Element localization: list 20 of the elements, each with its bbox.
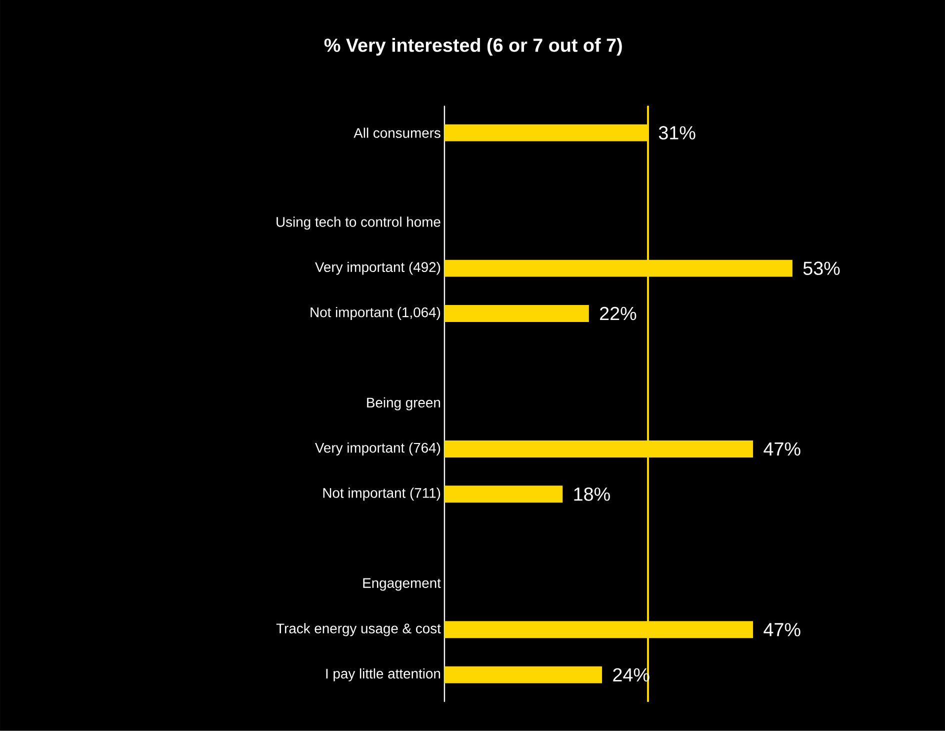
y-tick-label: Not important (1,064) <box>310 307 440 320</box>
y-tick-label: Engagement <box>363 578 441 591</box>
data-label: 22% <box>600 306 636 320</box>
bar <box>444 666 602 684</box>
y-tick-label: Very important (764) <box>315 442 440 456</box>
data-label: 53% <box>803 262 840 276</box>
y-tick-label: All consumers <box>354 128 440 138</box>
data-label: 18% <box>574 488 610 501</box>
y-tick-label: I pay little attention <box>326 668 440 682</box>
y-tick-label: Using tech to control home <box>276 216 440 230</box>
y-tick-label: Track energy usage & cost <box>276 623 441 636</box>
y-tick-label: Being green <box>367 397 440 410</box>
data-label: 47% <box>764 442 800 456</box>
data-label: 47% <box>764 623 800 636</box>
y-tick-label: Not important (711) <box>323 488 440 501</box>
chart-title: % Very interested (6 or 7 out of 7) <box>324 38 622 56</box>
bar <box>444 486 563 503</box>
bar <box>444 305 589 322</box>
data-label: 31% <box>658 126 696 140</box>
y-tick-label: Very important (492) <box>315 262 440 275</box>
